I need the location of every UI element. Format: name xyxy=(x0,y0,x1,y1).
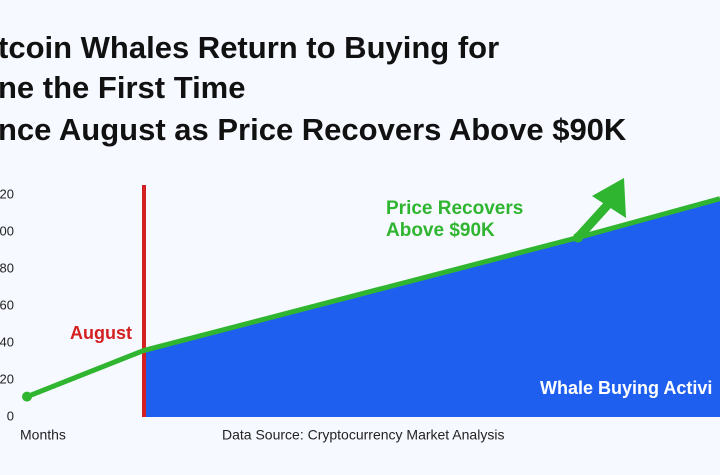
y-tick-label: 0 xyxy=(7,408,14,423)
arrow-shaft xyxy=(574,196,616,241)
annotation: August xyxy=(70,323,132,343)
point xyxy=(22,391,32,402)
y-tick-label: 60 xyxy=(0,297,14,312)
chart-title: nce August as Price Recovers Above $90K xyxy=(0,112,627,147)
annotation: Whale Buying Activi xyxy=(540,378,712,398)
y-tick-label: 80 xyxy=(0,260,14,275)
y-tick-label: 40 xyxy=(0,334,14,349)
annotation: Above $90K xyxy=(386,220,495,241)
annotation: Price Recovers xyxy=(386,198,523,219)
area xyxy=(144,198,720,417)
source: Data Source: Cryptocurrency Market Analy… xyxy=(222,427,504,443)
x-axis-label: Months xyxy=(20,427,66,443)
arrow-head xyxy=(592,178,626,218)
line xyxy=(26,196,720,399)
y-tick-label: 100 xyxy=(0,223,14,238)
y-tick-label: 20 xyxy=(0,371,14,386)
y-tick-label: 120 xyxy=(0,186,14,201)
chart-title: ne the First Time xyxy=(0,70,246,105)
chart-title: tcoin Whales Return to Buying for xyxy=(0,30,499,65)
